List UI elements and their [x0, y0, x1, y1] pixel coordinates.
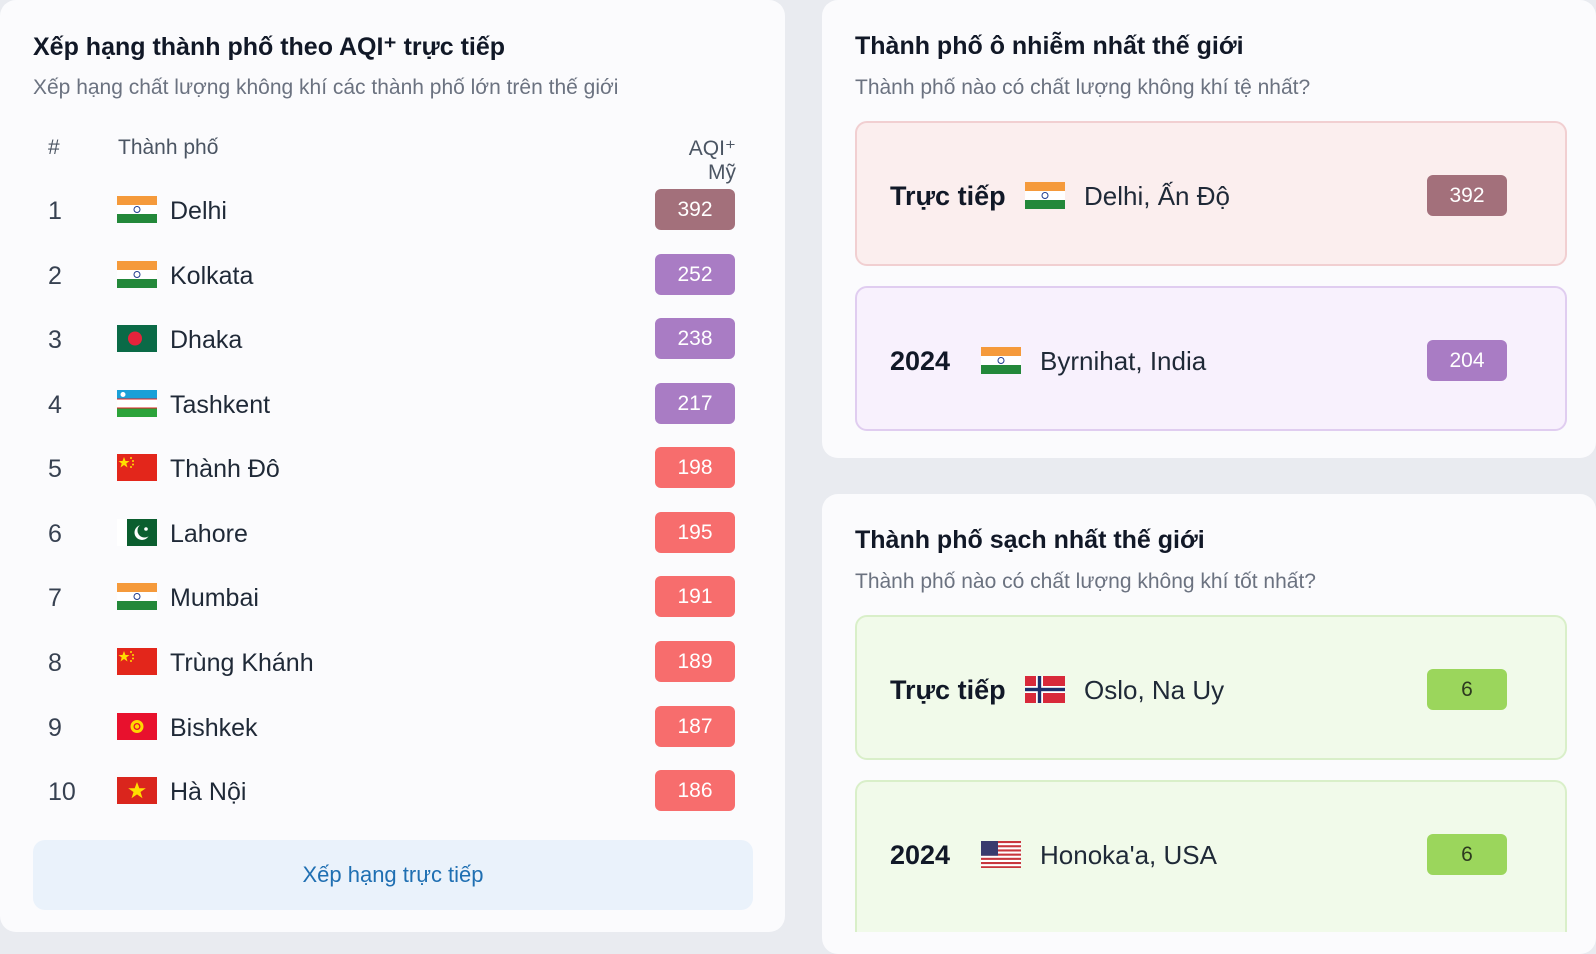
column-header: Thành phố	[118, 136, 219, 159]
rank: 8	[48, 649, 62, 677]
rank: 9	[48, 714, 62, 742]
city: Tashkent	[170, 391, 271, 419]
card-label: Trực tiếp	[890, 181, 1006, 211]
flag	[1025, 182, 1065, 209]
ranking-row[interactable]: 1 Delhi 392	[0, 189, 785, 233]
card-city: Oslo, Na Uy	[1084, 675, 1225, 705]
card-label: 2024	[890, 346, 951, 376]
rank: 10	[48, 778, 76, 806]
city: Mumbai	[170, 584, 259, 612]
panel-subtitle: Xếp hạng chất lượng không khí các thành …	[33, 76, 619, 99]
live-ranking-button[interactable]: Xếp hạng trực tiếp	[33, 840, 753, 910]
aqi-badge: 238	[655, 318, 735, 359]
aqi-badge: 189	[655, 641, 735, 682]
panel-title: Thành phố sạch nhất thế giới	[855, 526, 1205, 554]
flag	[117, 261, 157, 288]
rank: 6	[48, 520, 62, 548]
ranking-row[interactable]: 9 Bishkek 187	[0, 706, 785, 750]
rank: 4	[48, 391, 62, 419]
flag	[981, 841, 1021, 868]
aqi-badge: 187	[655, 706, 735, 747]
ranking-row[interactable]: 8 Trùng Khánh 189	[0, 641, 785, 685]
flag	[117, 454, 157, 481]
flag	[117, 713, 157, 740]
ranking-row[interactable]: 4 Tashkent 217	[0, 383, 785, 427]
city: Delhi	[170, 197, 227, 225]
city: Bishkek	[170, 714, 258, 742]
card-city: Honoka'a, USA	[1040, 840, 1217, 870]
ranking-row[interactable]: 6 Lahore 195	[0, 512, 785, 556]
city: Thành Đô	[170, 455, 280, 483]
city: Kolkata	[170, 262, 254, 290]
ranking-row[interactable]: 3 Dhaka 238	[0, 318, 785, 362]
column-header: AQI⁺ Mỹ	[688, 137, 736, 184]
flag	[117, 325, 157, 352]
panel-subtitle: Thành phố nào có chất lượng không khí tố…	[855, 570, 1316, 593]
card-label: 2024	[890, 840, 951, 870]
flag	[117, 648, 157, 675]
aqi-badge: 204	[1427, 340, 1507, 381]
aqi-badge: 392	[655, 189, 735, 230]
aqi-badge: 186	[655, 770, 735, 811]
ranking-row[interactable]: 5 Thành Đô 198	[0, 447, 785, 491]
aqi-badge: 252	[655, 254, 735, 295]
city: Dhaka	[170, 326, 243, 354]
card-city: Delhi, Ấn Độ	[1084, 181, 1230, 211]
ranking-row[interactable]: 10 Hà Nội 186	[0, 770, 785, 814]
aqi-badge: 198	[655, 447, 735, 488]
city: Hà Nội	[170, 778, 247, 806]
city: Trùng Khánh	[170, 649, 314, 677]
city-card[interactable]: 2024 Byrnihat, India 204	[855, 286, 1567, 431]
panel-title: Thành phố ô nhiễm nhất thế giới	[855, 32, 1244, 60]
ranking-row[interactable]: 2 Kolkata 252	[0, 254, 785, 298]
rank: 5	[48, 455, 62, 483]
flag	[1025, 676, 1065, 703]
rank: 2	[48, 262, 62, 290]
aqi-badge: 6	[1427, 834, 1507, 875]
panel-subtitle: Thành phố nào có chất lượng không khí tệ…	[855, 76, 1311, 99]
flag	[981, 347, 1021, 374]
ranking-panel: Xếp hạng thành phố theo AQI⁺ trực tiếp X…	[0, 0, 785, 932]
card-city: Byrnihat, India	[1040, 346, 1207, 376]
aqi-badge: 195	[655, 512, 735, 553]
card-label: Trực tiếp	[890, 675, 1006, 705]
column-header: #	[48, 136, 60, 159]
flag	[117, 390, 157, 417]
city-card[interactable]: 2024 Honoka'a, USA 6	[855, 780, 1567, 932]
city-card[interactable]: Trực tiếp Delhi, Ấn Độ 392	[855, 121, 1567, 266]
city: Lahore	[170, 520, 248, 548]
flag	[117, 583, 157, 610]
aqi-badge: 6	[1427, 669, 1507, 710]
flag	[117, 777, 157, 804]
rank: 7	[48, 584, 62, 612]
ranking-row[interactable]: 7 Mumbai 191	[0, 576, 785, 620]
rank: 1	[48, 197, 62, 225]
aqi-badge: 191	[655, 576, 735, 617]
panel-title: Xếp hạng thành phố theo AQI⁺ trực tiếp	[33, 33, 506, 61]
flag	[117, 519, 157, 546]
flag	[117, 196, 157, 223]
rank: 3	[48, 326, 62, 354]
city-card[interactable]: Trực tiếp Oslo, Na Uy 6	[855, 615, 1567, 760]
aqi-badge: 217	[655, 383, 735, 424]
aqi-badge: 392	[1427, 175, 1507, 216]
